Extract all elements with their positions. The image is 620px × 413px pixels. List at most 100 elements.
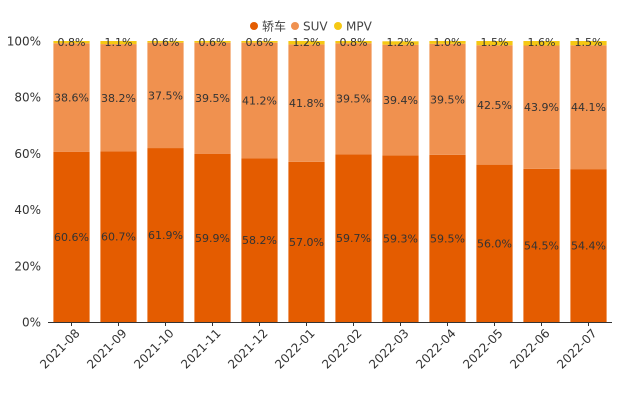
bar-segment-0-8[interactable] xyxy=(429,154,466,322)
y-tick-label: 60% xyxy=(14,147,41,161)
data-label-0-9: 56.0% xyxy=(477,237,512,250)
data-label-0-2: 61.9% xyxy=(148,229,183,242)
bar-segment-0-1[interactable] xyxy=(100,151,137,322)
data-label-0-7: 59.3% xyxy=(383,233,418,246)
data-label-0-10: 54.5% xyxy=(524,239,559,252)
bar-segment-2-10[interactable] xyxy=(523,41,560,46)
bar-segment-0-7[interactable] xyxy=(382,155,419,322)
y-tick-label: 20% xyxy=(14,259,41,273)
bar-segment-0-6[interactable] xyxy=(335,154,372,322)
bar-segment-0-10[interactable] xyxy=(523,168,560,322)
bar-segment-2-3[interactable] xyxy=(194,41,231,43)
data-label-2-5: 1.2% xyxy=(293,36,321,49)
bar-segment-2-4[interactable] xyxy=(241,41,278,43)
legend-item-1[interactable]: SUV xyxy=(291,20,328,34)
x-tick-label: 2022-03 xyxy=(366,326,411,371)
x-tick-label: 2022-01 xyxy=(272,326,317,371)
bars xyxy=(53,41,607,322)
x-tick-label: 2021-11 xyxy=(178,326,223,371)
x-tick-label: 2021-09 xyxy=(84,326,129,371)
data-label-0-5: 57.0% xyxy=(289,236,324,249)
bar-segment-2-1[interactable] xyxy=(100,41,137,45)
legend-item-2[interactable]: MPV xyxy=(334,20,373,34)
data-label-1-3: 39.5% xyxy=(195,92,230,105)
bar-segment-1-5[interactable] xyxy=(288,44,325,162)
bar-segment-1-10[interactable] xyxy=(523,45,560,169)
legend: 轿车 SUV MPV xyxy=(250,19,373,34)
x-tick-label: 2022-06 xyxy=(507,326,552,371)
data-label-2-7: 1.2% xyxy=(387,36,415,49)
data-label-2-4: 0.6% xyxy=(246,36,274,49)
data-label-0-0: 60.6% xyxy=(54,231,89,244)
bar-segment-1-1[interactable] xyxy=(100,44,137,152)
data-label-1-11: 44.1% xyxy=(571,101,606,114)
bar-segment-1-11[interactable] xyxy=(570,45,607,170)
data-label-2-1: 1.1% xyxy=(105,36,133,49)
data-labels: 60.6% 38.6% 0.8% 60.7% 38.2% 1.1% 61.9% 37.5% 0.… xyxy=(54,36,606,253)
bar-segment-2-5[interactable] xyxy=(288,41,325,45)
bar-segment-2-2[interactable] xyxy=(147,41,184,43)
x-tick-label: 2021-12 xyxy=(225,326,270,371)
bar-segment-2-7[interactable] xyxy=(382,41,419,45)
bar-segment-2-6[interactable] xyxy=(335,41,372,44)
y-tick-label: 0% xyxy=(22,316,41,330)
data-label-2-11: 1.5% xyxy=(575,36,603,49)
data-label-1-2: 37.5% xyxy=(148,89,183,102)
data-label-0-8: 59.5% xyxy=(430,232,465,245)
x-tick-label: 2022-02 xyxy=(319,326,364,371)
x-tick-label: 2021-10 xyxy=(131,326,176,371)
bar-segment-1-3[interactable] xyxy=(194,42,231,154)
data-label-1-8: 39.5% xyxy=(430,93,465,106)
data-label-1-5: 41.8% xyxy=(289,97,324,110)
x-tick-label: 2022-07 xyxy=(554,326,599,371)
bar-segment-2-8[interactable] xyxy=(429,41,466,44)
data-label-2-6: 0.8% xyxy=(340,36,368,49)
data-label-2-0: 0.8% xyxy=(58,36,86,49)
data-label-0-3: 59.9% xyxy=(195,232,230,245)
y-axis: 0% 20% 40% 60% 80% 100% xyxy=(7,35,41,330)
legend-marker xyxy=(334,22,342,30)
bar-segment-0-2[interactable] xyxy=(147,148,184,322)
bar-segment-0-9[interactable] xyxy=(476,164,513,322)
data-label-1-9: 42.5% xyxy=(477,99,512,112)
x-tick-label: 2021-08 xyxy=(37,326,82,371)
legend-marker xyxy=(250,22,258,30)
bar-segment-0-5[interactable] xyxy=(288,161,325,322)
legend-label: SUV xyxy=(303,20,328,34)
data-label-2-10: 1.6% xyxy=(528,36,556,49)
data-label-2-9: 1.5% xyxy=(481,36,509,49)
data-label-1-6: 39.5% xyxy=(336,93,371,106)
data-label-1-1: 38.2% xyxy=(101,92,136,105)
bar-segment-2-0[interactable] xyxy=(53,41,90,44)
bar-segment-1-8[interactable] xyxy=(429,43,466,155)
bar-segment-1-4[interactable] xyxy=(241,42,278,159)
data-label-0-4: 58.2% xyxy=(242,234,277,247)
bar-segment-0-11[interactable] xyxy=(570,169,607,322)
data-label-1-4: 41.2% xyxy=(242,95,277,108)
bar-segment-0-3[interactable] xyxy=(194,153,231,322)
data-label-0-1: 60.7% xyxy=(101,231,136,244)
legend-item-0[interactable]: 轿车 xyxy=(250,19,286,34)
y-tick-label: 40% xyxy=(14,203,41,217)
bar-segment-0-0[interactable] xyxy=(53,151,90,322)
bar-segment-2-11[interactable] xyxy=(570,41,607,46)
data-label-2-8: 1.0% xyxy=(434,36,462,49)
bar-segment-1-9[interactable] xyxy=(476,45,513,165)
data-label-2-2: 0.6% xyxy=(152,36,180,49)
bar-segment-2-9[interactable] xyxy=(476,41,513,46)
bar-segment-1-0[interactable] xyxy=(53,43,90,152)
bar-segment-1-2[interactable] xyxy=(147,42,184,149)
x-tick-label: 2022-05 xyxy=(460,326,505,371)
y-tick-label: 100% xyxy=(7,35,41,49)
legend-label: MPV xyxy=(346,20,373,34)
data-label-1-7: 39.4% xyxy=(383,94,418,107)
legend-label: 轿车 xyxy=(262,19,286,34)
data-label-0-6: 59.7% xyxy=(336,232,371,245)
bar-segment-1-6[interactable] xyxy=(335,43,372,155)
bar-segment-0-4[interactable] xyxy=(241,158,278,322)
data-label-0-11: 54.4% xyxy=(571,240,606,253)
y-tick-label: 80% xyxy=(14,91,41,105)
bar-segment-1-7[interactable] xyxy=(382,44,419,156)
